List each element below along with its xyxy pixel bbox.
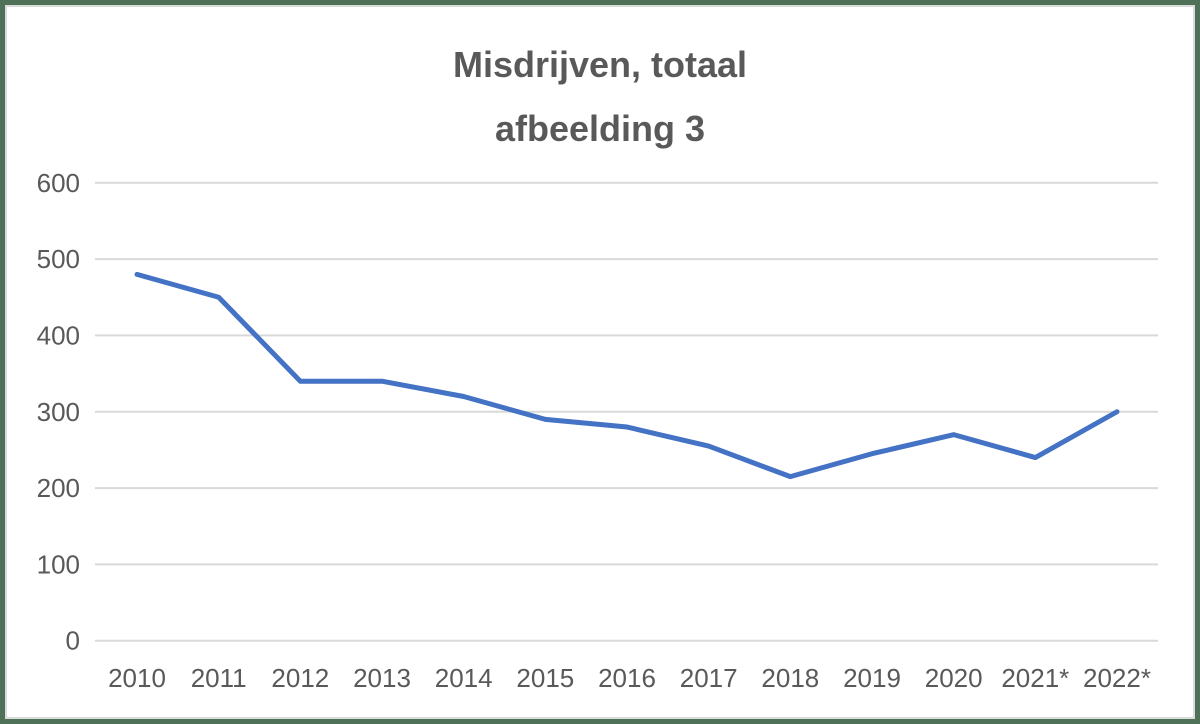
x-axis-tick-label: 2014	[435, 663, 493, 693]
x-axis-tick-label: 2016	[598, 663, 656, 693]
x-axis-tick-label: 2018	[761, 663, 819, 693]
x-axis-tick-label: 2012	[271, 663, 329, 693]
y-axis-tick-label: 300	[37, 397, 80, 427]
x-axis-tick-label: 2013	[353, 663, 411, 693]
y-axis-tick-label: 100	[37, 549, 80, 579]
x-axis-tick-label: 2021*	[1001, 663, 1069, 693]
x-axis-tick-label: 2017	[680, 663, 738, 693]
data-series-line	[134, 271, 1120, 480]
x-axis-tick-label: 2020	[925, 663, 983, 693]
x-axis-tick-label: 2015	[516, 663, 574, 693]
x-axis-tick-label: 2022*	[1083, 663, 1151, 693]
y-axis-tick-label: 400	[37, 320, 80, 350]
x-axis-tick-label: 2011	[191, 663, 247, 693]
y-axis-tick-label: 200	[37, 473, 80, 503]
x-axis-tick-label: 2019	[843, 663, 901, 693]
y-axis-tick-label: 500	[37, 244, 80, 274]
y-axis-tick-label: 0	[66, 626, 80, 656]
x-axis-tick-label: 2010	[108, 663, 166, 693]
y-axis-tick-label: 600	[37, 168, 80, 198]
